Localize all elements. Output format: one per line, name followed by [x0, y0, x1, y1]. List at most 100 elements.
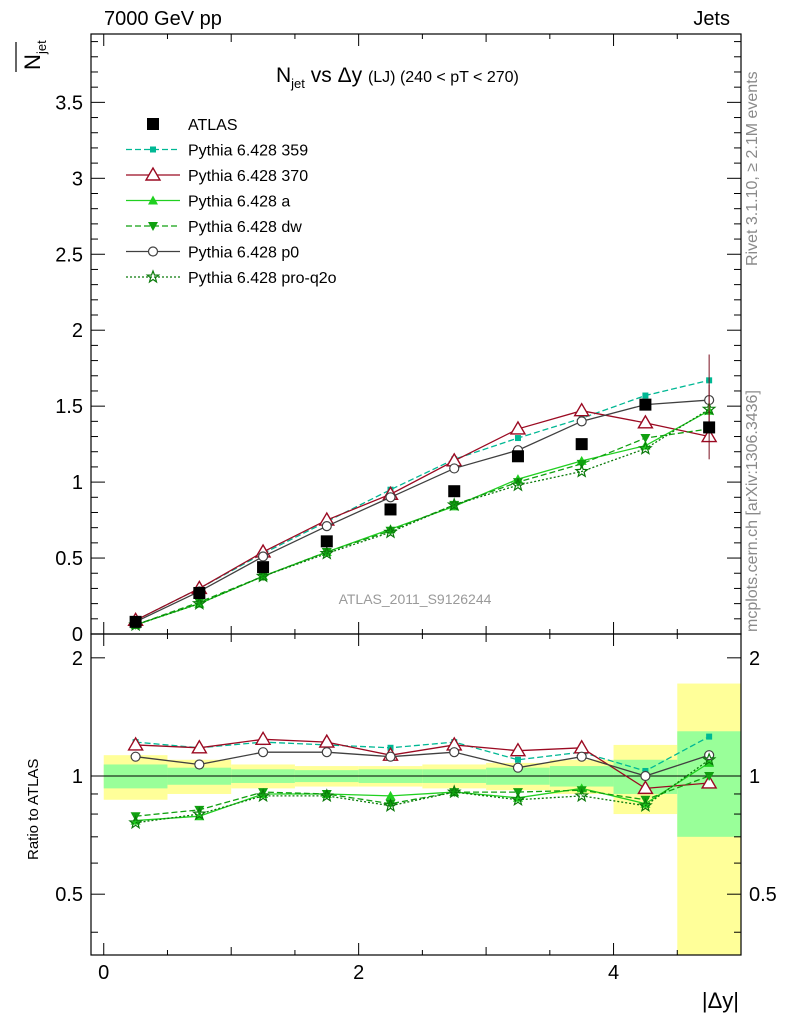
- ratio-series-line: [135, 751, 710, 777]
- x-tick-label: 2: [353, 962, 364, 984]
- legend-label: Pythia 6.428 359: [188, 143, 308, 160]
- series-point: [510, 477, 526, 492]
- ratio-series-point: [706, 733, 713, 740]
- chart-title: Njet vs Δy (LJ) (240 < pT < 270): [276, 64, 519, 91]
- y-tick-label: 3.5: [55, 92, 83, 114]
- x-tick-label: 0: [98, 962, 109, 984]
- series-point: [446, 497, 462, 512]
- legend-marker: [148, 222, 158, 231]
- ratio-series-point: [383, 797, 398, 813]
- ratio-series-point: [127, 736, 144, 751]
- y-tick-label: 2.5: [55, 244, 83, 266]
- ratio-series-line: [135, 759, 710, 824]
- legend-marker: [144, 166, 162, 181]
- ratio-series-point: [512, 762, 524, 773]
- ratio-series-point: [514, 756, 521, 763]
- series-point: [194, 598, 205, 608]
- ratio-series-point: [194, 805, 205, 815]
- data-point-atlas: [257, 561, 270, 574]
- series-point: [573, 402, 590, 417]
- header-right: Jets: [693, 8, 730, 30]
- ratio-y-tick-label-right: 1: [749, 766, 760, 788]
- ratio-y-tick-label: 2: [72, 648, 83, 670]
- side-label-mcplots: mcplots.cern.ch [arXiv:1306.3436]: [744, 390, 761, 632]
- ratio-series-point: [254, 730, 272, 746]
- y-tick-label: 0: [72, 624, 83, 646]
- series-point: [640, 434, 651, 444]
- legend-marker: [145, 269, 161, 284]
- series-point: [449, 463, 460, 474]
- ratio-series-point: [701, 752, 717, 766]
- ratio-series-point: [194, 759, 205, 770]
- series-line: [135, 428, 710, 626]
- data-point-atlas: [448, 485, 461, 498]
- ratio-series-point: [318, 733, 336, 748]
- ratio-series-point: [191, 739, 208, 754]
- ratio-axis-label-text: Ratio to ATLAS: [25, 759, 42, 860]
- data-point-atlas: [639, 398, 652, 411]
- legend-marker: [150, 146, 156, 153]
- y-tick-label: 1: [72, 472, 83, 494]
- ratio-series-point: [385, 751, 396, 762]
- series-point: [191, 595, 207, 610]
- series-point: [319, 545, 335, 560]
- series-line: [135, 379, 710, 621]
- legend-label: Pythia 6.428 pro-q2o: [188, 270, 337, 287]
- y-tick-label: 3: [72, 168, 83, 190]
- series-point: [385, 526, 396, 536]
- legend-label: Pythia 6.428 370: [188, 168, 308, 185]
- data-point-atlas: [575, 438, 588, 451]
- data-point-atlas: [129, 615, 142, 628]
- legend-label: Pythia 6.428 p0: [188, 245, 299, 262]
- side-label-rivet: Rivet 3.1.10, ≥ 2.1M events: [744, 71, 761, 266]
- legend-marker: [147, 118, 159, 130]
- ratio-series-point: [446, 784, 462, 799]
- ratio-series-point: [638, 797, 653, 813]
- series-point: [512, 478, 523, 488]
- ratio-series-line: [135, 738, 710, 790]
- series-point: [576, 416, 587, 427]
- ratio-series-point: [258, 788, 269, 798]
- series-line: [135, 408, 710, 626]
- y-tick-label: 2: [72, 320, 83, 342]
- ratio-series-line: [135, 736, 710, 772]
- ratio-y-tick-label-right: 2: [749, 648, 760, 670]
- y-axis-label: Njet: [15, 40, 49, 72]
- ratio-plot-frame: [90, 633, 742, 956]
- data-point-atlas: [193, 586, 206, 599]
- series-line: [135, 399, 710, 623]
- series-line: [135, 410, 710, 621]
- series-point: [637, 414, 654, 429]
- legend-marker: [148, 195, 158, 205]
- ratio-series-line: [135, 775, 710, 817]
- ratio-y-tick-label: 1: [72, 766, 83, 788]
- data-point-atlas: [511, 450, 524, 463]
- series-point: [321, 521, 332, 532]
- ratio-y-tick-label: 0.5: [55, 884, 83, 906]
- y-axis-label-text: N: [20, 54, 45, 70]
- ratio-series-point: [257, 747, 269, 758]
- series-point: [640, 440, 651, 450]
- ratio-series-point: [385, 790, 396, 800]
- series-point: [255, 568, 271, 583]
- ratio-series-point: [255, 788, 271, 803]
- data-point-atlas: [384, 503, 397, 516]
- series-point: [642, 392, 649, 399]
- ratio-y-tick-label-right: 0.5: [749, 884, 777, 906]
- ratio-series-point: [449, 747, 460, 758]
- series-point: [383, 524, 398, 539]
- ratio-series-point: [573, 739, 590, 754]
- ratio-series-point: [321, 789, 332, 799]
- data-point-atlas: [320, 535, 333, 548]
- y-axis-label-sub: jet: [34, 40, 49, 55]
- ratio-series-point: [574, 788, 590, 803]
- series-point: [257, 551, 269, 562]
- legend-label: Pythia 6.428 a: [188, 194, 290, 211]
- series-point: [574, 463, 590, 478]
- ratio-series-point: [637, 779, 654, 795]
- series-point: [509, 420, 527, 435]
- watermark-label: ATLAS_2011_S9126244: [339, 591, 492, 607]
- ratio-axis-label: Ratio to ATLAS: [25, 759, 42, 860]
- header-left: 7000 GeV pp: [104, 8, 222, 30]
